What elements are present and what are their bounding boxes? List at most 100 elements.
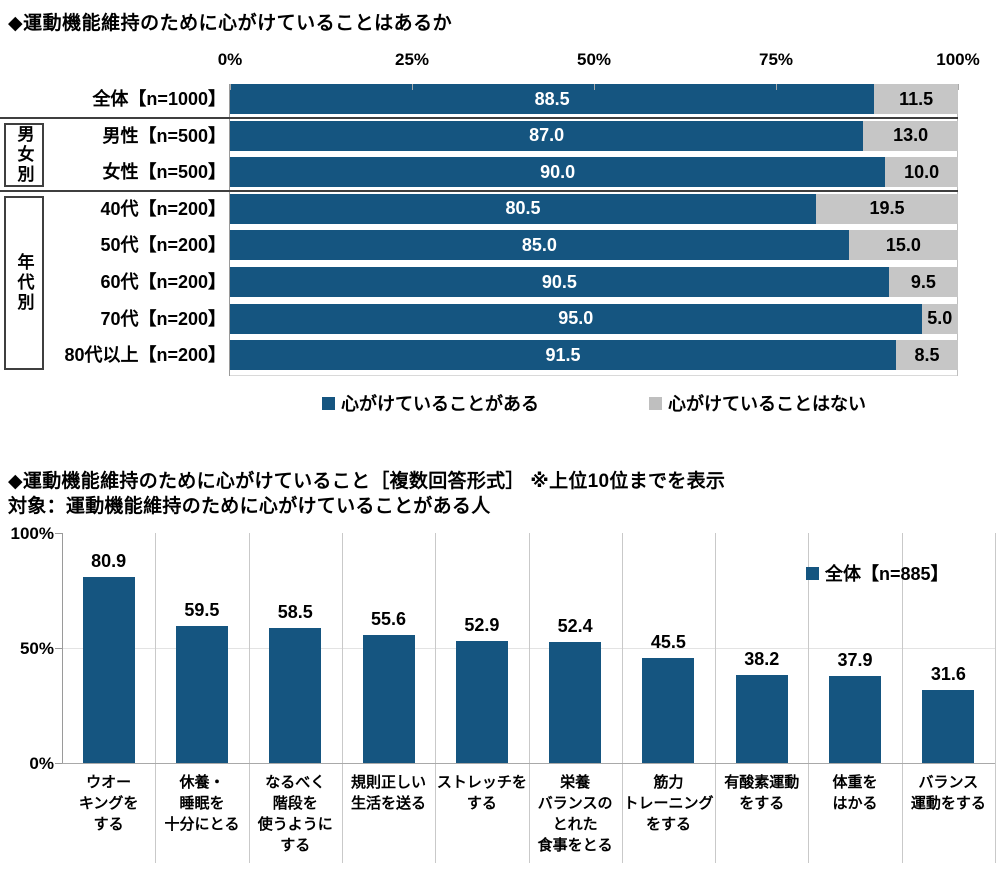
chart2-bar [549, 642, 602, 763]
chart2-bar [829, 675, 882, 763]
chart1-bar-no-segment: 5.0 [921, 303, 958, 334]
chart1-row-label: 60代【n=200】 [100, 272, 226, 292]
chart2-bar-value: 52.9 [464, 615, 500, 636]
chart1-legend: 心がけていることがある 心がけていることはない [230, 390, 958, 416]
chart1-legend-item-no: 心がけていることはない [649, 390, 866, 416]
chart2-column-divider [621, 533, 623, 863]
chart2-bar-value: 80.9 [91, 550, 127, 571]
chart2-bar [82, 576, 135, 763]
legend-swatch-blue [806, 566, 819, 580]
chart2-legend: 全体【n=885】 [806, 560, 949, 586]
chart2-ytick-0: 0% [29, 754, 54, 773]
chart1-group-separator-2 [0, 190, 958, 192]
chart1-bar-no-segment: 8.5 [896, 340, 958, 371]
chart1-xtick-0: 0% [217, 50, 243, 69]
chart2-bar [735, 675, 788, 763]
chart2-ytick-50: 50% [19, 639, 54, 658]
chart1-legend-label-no: 心がけていることはない [668, 394, 866, 414]
chart1-bar-yes-segment: 95.0 [230, 303, 922, 334]
chart2-bar-value: 45.5 [650, 632, 686, 653]
chart2-bar-value: 31.6 [930, 664, 966, 685]
chart1-title: ◆運動機能維持のために心がけていることはあるか [8, 13, 453, 34]
chart1-axis-line [229, 84, 230, 376]
chart2-category-label: なるべく 階段を 使うように する [257, 774, 333, 854]
chart2-category-label: バランス 運動をする [910, 774, 986, 812]
chart2-category-label: 休養・ 睡眠を 十分にとる [164, 774, 240, 833]
chart1-axis-tick [412, 84, 413, 90]
chart1-bar-yes-segment: 90.0 [230, 157, 886, 188]
chart2-column-divider [901, 533, 903, 863]
chart1-group-label-age: 年代別 [4, 196, 44, 370]
chart2-bar [269, 628, 322, 763]
chart2-category-label: ストレッチを する [436, 774, 527, 812]
chart2-bar-value: 52.4 [557, 616, 593, 637]
chart1-row-label: 50代【n=200】 [100, 235, 226, 256]
chart1-legend-item-yes: 心がけていることがある [322, 390, 539, 416]
chart2-column-divider [995, 533, 996, 863]
chart1-xtick-75: 75% [758, 50, 794, 69]
chart1-bar-no-segment: 13.0 [863, 120, 958, 151]
chart2-category-label: 栄養 バランスの とれた 食事をとる [537, 774, 613, 854]
chart2-tick-100 [55, 533, 62, 534]
chart1-axis-tick [776, 84, 777, 90]
chart2-bar-value: 55.6 [371, 609, 407, 630]
chart2-bar-value: 59.5 [184, 600, 220, 621]
chart1-bar-no-segment: 19.5 [816, 193, 958, 224]
chart1-bar-no-segment: 15.0 [848, 230, 958, 261]
chart1-xtick-25: 25% [394, 50, 430, 69]
chart1-bar-yes-segment: 90.5 [230, 267, 889, 297]
chart2-category-label: 規則正しい 生活を送る [351, 774, 427, 812]
chart2-bar-value: 38.2 [744, 649, 780, 670]
chart1-bar-no-segment: 9.5 [888, 267, 958, 297]
chart2-column-divider [715, 533, 717, 863]
chart1-row-label: 女性【n=500】 [102, 162, 226, 183]
legend-swatch-gray [649, 396, 662, 410]
chart2-bar-value: 37.9 [837, 649, 873, 670]
chart2-column-divider [341, 533, 343, 863]
chart1-row-label: 80代以上【n=200】 [64, 345, 226, 366]
chart2-ytick-100: 100% [10, 524, 54, 543]
chart2-column-divider [435, 533, 437, 863]
chart1-xtick-50: 50% [576, 50, 612, 69]
chart1-axis-tick [230, 84, 231, 90]
chart1-row-label: 40代【n=200】 [100, 198, 226, 219]
chart2-y-axis-line [62, 533, 63, 763]
chart2-bar [455, 641, 508, 763]
chart1-bar-yes-segment: 87.0 [230, 120, 864, 151]
chart2-tick-50 [55, 648, 62, 649]
chart2-bar [922, 690, 975, 763]
chart2-category-label: 体重を はかる [832, 774, 878, 812]
chart1-bar-no-segment: 11.5 [874, 84, 958, 114]
chart1-axis-tick [594, 84, 595, 90]
legend-swatch-blue [322, 396, 335, 410]
chart1-row-label: 男性【n=500】 [102, 125, 226, 146]
chart2-column-divider [248, 533, 250, 863]
chart1-axis-tick [958, 84, 959, 90]
chart2-category-label: 筋力 トレーニング をする [623, 774, 714, 833]
chart2-bar [175, 626, 228, 763]
chart1-plot-right-border [957, 84, 958, 376]
chart2-legend-label: 全体【n=885】 [825, 564, 949, 584]
chart1-bar-yes-segment: 80.5 [230, 193, 817, 224]
chart2-bar-value: 58.5 [277, 602, 313, 623]
chart1-bar-yes-segment: 85.0 [230, 230, 849, 261]
chart1-group-label-gender: 男女別 [4, 123, 44, 187]
chart2-tick-0 [55, 763, 62, 764]
chart2-category-label: 有酸素運動 をする [724, 774, 800, 812]
chart1-bar-no-segment: 10.0 [885, 157, 958, 188]
chart2-title: ◆運動機能維持のために心がけていること［複数回答形式］ ※上位10位までを表示 [8, 471, 726, 492]
chart2-column-divider [528, 533, 530, 863]
chart1-xtick-100: 100% [936, 50, 980, 69]
chart1-legend-label-yes: 心がけていることがある [341, 394, 539, 414]
chart2-category-label: ウオー キングを する [78, 774, 139, 833]
chart1-group-separator-1 [0, 117, 958, 119]
chart1-row-label: 全体【n=1000】 [92, 89, 226, 109]
chart2-x-axis-line [62, 763, 995, 764]
chart2-column-divider [155, 533, 157, 863]
chart1-row-label: 70代【n=200】 [100, 308, 226, 329]
chart1-bar-yes-segment: 91.5 [230, 340, 897, 371]
chart1-plot-bottom-border [230, 375, 958, 376]
chart2-column-divider [808, 533, 810, 863]
chart2-bar [362, 635, 415, 763]
